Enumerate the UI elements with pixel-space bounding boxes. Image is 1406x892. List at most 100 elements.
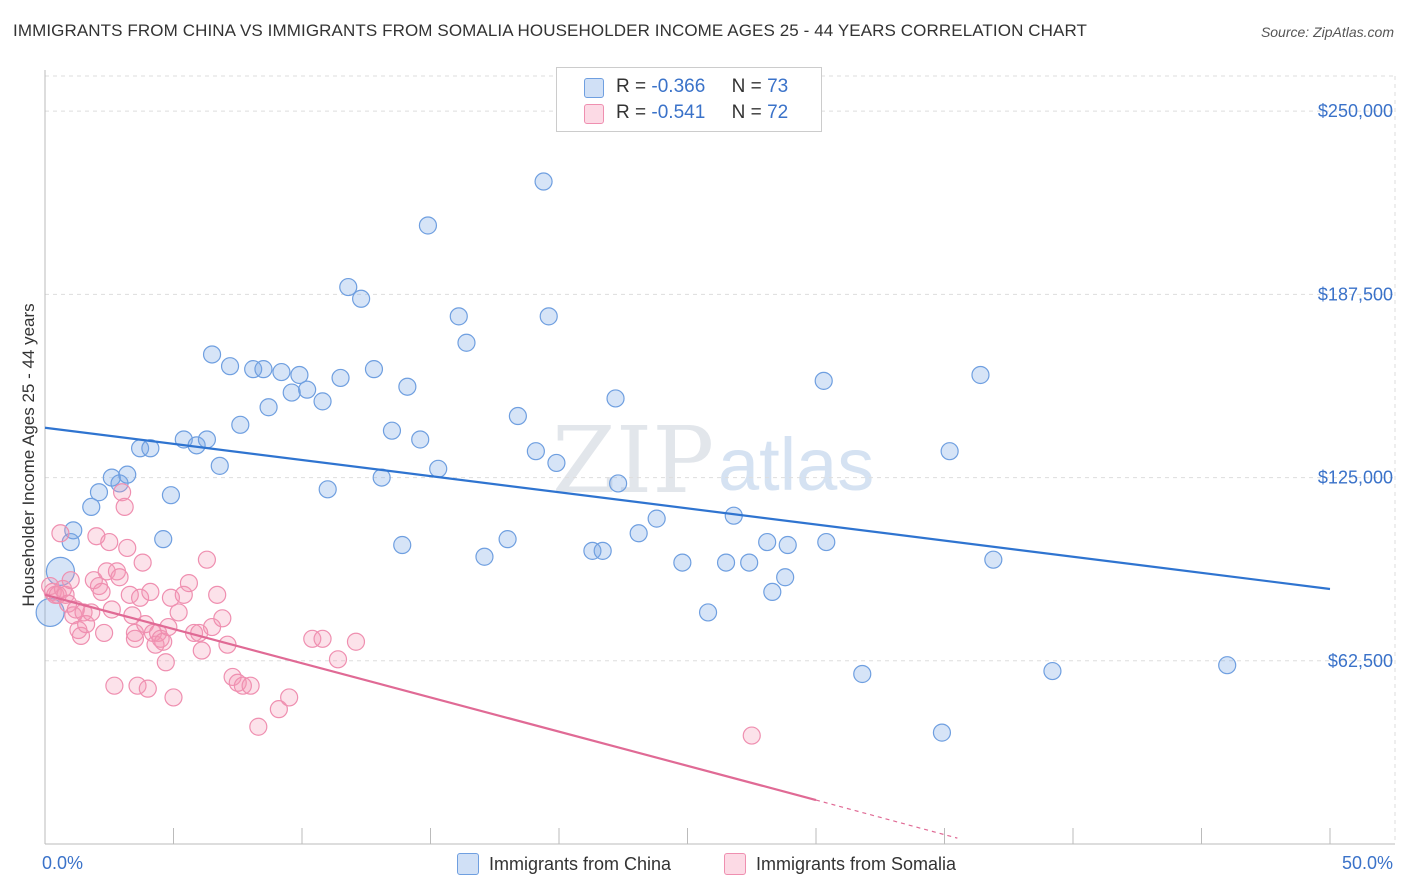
r-value: -0.541 bbox=[651, 102, 706, 123]
china-point bbox=[393, 535, 412, 555]
somalia-point bbox=[280, 688, 299, 707]
somalia-point bbox=[303, 629, 322, 648]
n-label: N = bbox=[731, 76, 762, 97]
watermark-zip: ZIP bbox=[552, 407, 714, 514]
trend-lines bbox=[44, 426, 1331, 839]
somalia-point bbox=[61, 571, 80, 590]
china-point bbox=[364, 360, 384, 379]
somalia-point bbox=[110, 568, 129, 587]
china-point bbox=[853, 664, 872, 684]
china-point bbox=[498, 530, 517, 549]
somalia-point bbox=[269, 700, 288, 719]
china-point bbox=[231, 415, 250, 434]
chart-title: IMMIGRANTS FROM CHINA VS IMMIGRANTS FROM… bbox=[13, 21, 1088, 40]
watermark: ZIP atlas bbox=[552, 407, 874, 514]
china-swatch bbox=[584, 78, 604, 98]
r-value: -0.366 bbox=[651, 76, 706, 97]
legend-label: Immigrants from China bbox=[489, 854, 672, 874]
somalia-point bbox=[118, 538, 137, 558]
china-point bbox=[673, 553, 692, 572]
somalia-point bbox=[100, 532, 119, 552]
china-point bbox=[539, 307, 558, 326]
somalia-point bbox=[51, 524, 70, 543]
x-tick-label: 50.0% bbox=[1342, 853, 1393, 873]
somalia-point bbox=[190, 623, 209, 643]
china-point bbox=[282, 383, 301, 402]
somalia-trend-line bbox=[44, 593, 817, 802]
china-point bbox=[89, 483, 109, 502]
somalia-point bbox=[346, 632, 366, 651]
watermark-atlas: atlas bbox=[718, 423, 874, 506]
n-value: 73 bbox=[767, 76, 789, 97]
china-point bbox=[1043, 661, 1062, 681]
somalia-point bbox=[71, 626, 91, 645]
china-point bbox=[197, 430, 217, 449]
somalia-point bbox=[120, 585, 139, 604]
source-label: Source: ZipAtlas.com bbox=[1260, 24, 1394, 40]
somalia-point bbox=[92, 582, 111, 602]
somalia-point bbox=[328, 650, 348, 669]
china-point bbox=[259, 398, 278, 417]
somalia-point bbox=[156, 653, 175, 672]
china-point bbox=[290, 365, 309, 385]
china-trend-line bbox=[44, 426, 1331, 591]
n-label: N = bbox=[731, 102, 762, 123]
china-point bbox=[526, 442, 545, 461]
somalia-point bbox=[169, 603, 188, 622]
china-point bbox=[457, 333, 476, 352]
china-point bbox=[210, 456, 229, 475]
china-point bbox=[817, 532, 836, 552]
somalia-point bbox=[742, 726, 761, 745]
somalia-point bbox=[233, 676, 252, 695]
china-point bbox=[141, 439, 160, 458]
china-point bbox=[154, 530, 173, 549]
n-value: 72 bbox=[767, 102, 789, 123]
china-point bbox=[352, 289, 371, 308]
somalia-point bbox=[192, 641, 211, 660]
somalia-point bbox=[197, 550, 217, 569]
china-point bbox=[1218, 656, 1237, 675]
china-point bbox=[716, 553, 736, 572]
china-point bbox=[298, 380, 317, 399]
china-point bbox=[398, 377, 417, 396]
china-swatch bbox=[457, 853, 479, 875]
china-point bbox=[647, 509, 666, 528]
china-point bbox=[547, 453, 566, 473]
somalia-point bbox=[174, 585, 193, 604]
somalia-point bbox=[112, 483, 132, 502]
china-point bbox=[313, 392, 332, 411]
somalia-point bbox=[105, 676, 124, 695]
y-tick-label: $62,500 bbox=[1328, 651, 1393, 671]
china-point bbox=[244, 360, 263, 379]
china-point bbox=[411, 430, 430, 449]
china-point bbox=[161, 486, 181, 505]
y-tick-label: $125,000 bbox=[1318, 468, 1393, 488]
somalia-point bbox=[179, 574, 199, 593]
somalia-point bbox=[208, 585, 227, 604]
china-point bbox=[971, 365, 990, 385]
china-point bbox=[609, 474, 628, 493]
legend-label: Immigrants from Somalia bbox=[756, 854, 957, 874]
somalia-swatch bbox=[584, 104, 604, 124]
somalia-point bbox=[77, 615, 96, 634]
somalia-points bbox=[41, 483, 761, 745]
somalia-point bbox=[125, 629, 145, 648]
china-point bbox=[932, 723, 952, 742]
r-label: R = bbox=[616, 102, 647, 123]
china-point bbox=[318, 480, 337, 499]
axes bbox=[44, 70, 1395, 845]
china-point bbox=[118, 465, 137, 484]
china-point bbox=[331, 368, 350, 388]
china-point bbox=[583, 541, 602, 560]
china-point bbox=[475, 547, 494, 566]
somalia-point bbox=[130, 588, 150, 607]
somalia-point bbox=[115, 497, 134, 517]
y-axis-label: Householder Income Ages 25 - 44 years bbox=[19, 303, 38, 607]
somalia-point bbox=[128, 676, 147, 695]
china-point bbox=[778, 535, 797, 555]
china-point bbox=[429, 459, 448, 478]
somalia-point bbox=[164, 688, 183, 707]
somalia-point bbox=[141, 582, 160, 602]
tick-labels: $62,500 $125,000 $187,500 $250,000 0.0% 50.0% bbox=[42, 101, 1393, 873]
